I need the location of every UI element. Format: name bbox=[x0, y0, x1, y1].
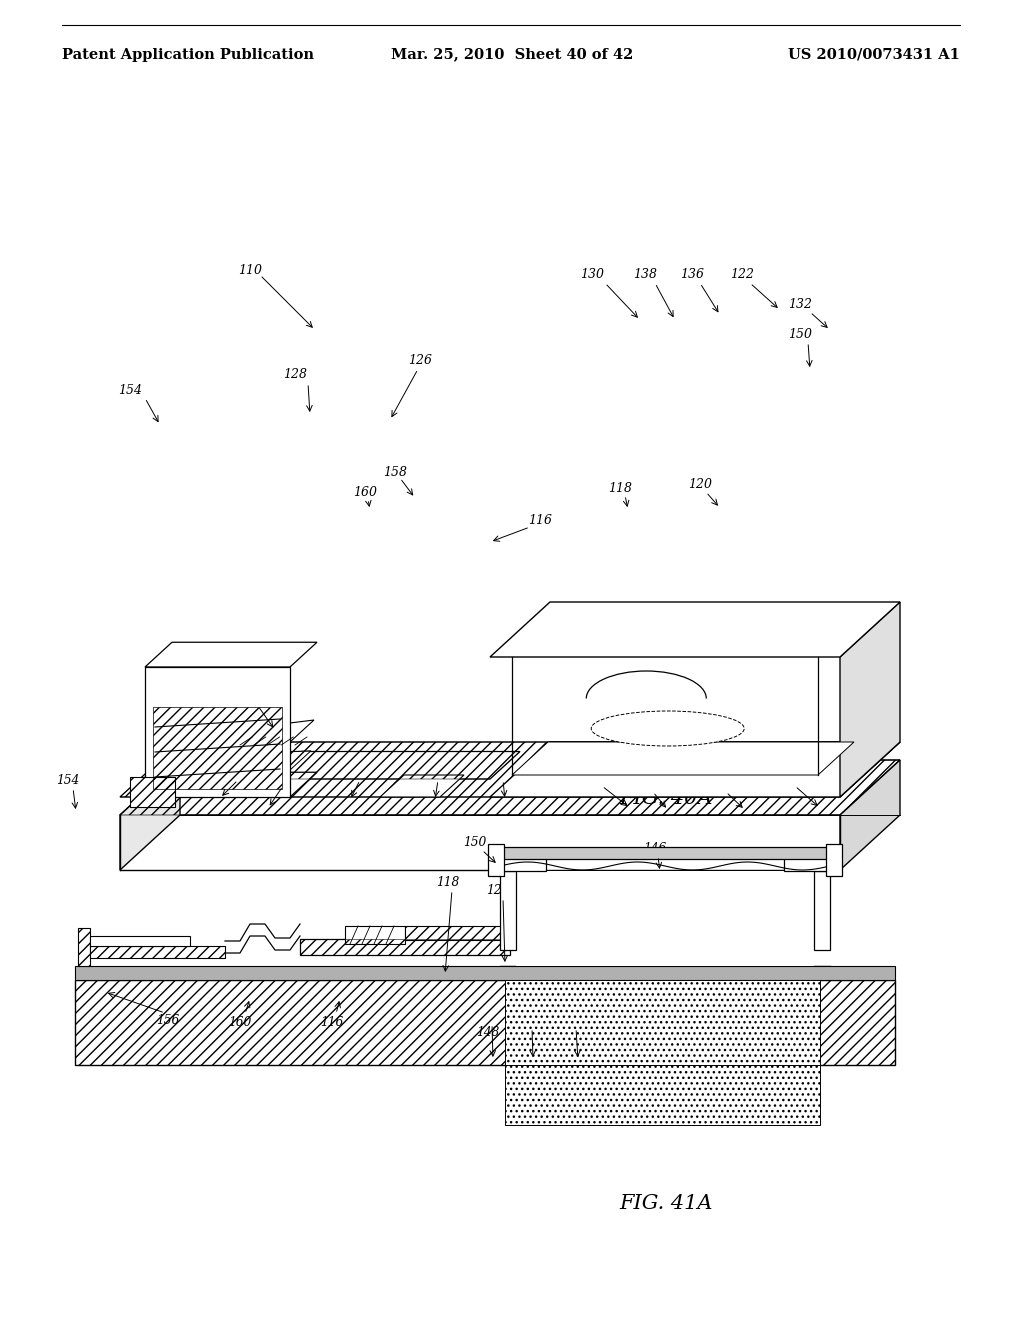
Text: 116: 116 bbox=[321, 1015, 344, 1028]
Text: 122: 122 bbox=[730, 268, 754, 281]
Text: 128: 128 bbox=[221, 766, 245, 779]
Text: 150: 150 bbox=[788, 329, 812, 342]
Text: 130: 130 bbox=[709, 777, 731, 791]
Bar bbox=[90, 936, 190, 946]
Text: 148: 148 bbox=[476, 1026, 500, 1039]
Bar bbox=[300, 939, 510, 954]
Text: 128: 128 bbox=[283, 368, 307, 381]
Text: 140: 140 bbox=[516, 1030, 540, 1043]
Text: 136: 136 bbox=[636, 777, 659, 791]
Polygon shape bbox=[145, 643, 317, 667]
Text: 122: 122 bbox=[488, 766, 512, 779]
Text: 116: 116 bbox=[528, 513, 552, 527]
Polygon shape bbox=[120, 760, 900, 814]
Text: Patent Application Publication: Patent Application Publication bbox=[62, 48, 314, 62]
Text: 138: 138 bbox=[584, 771, 606, 784]
Text: 118: 118 bbox=[608, 482, 632, 495]
Polygon shape bbox=[120, 760, 180, 870]
Polygon shape bbox=[490, 742, 900, 797]
Bar bbox=[90, 946, 225, 958]
Polygon shape bbox=[840, 602, 900, 797]
Polygon shape bbox=[145, 772, 317, 797]
Text: 142: 142 bbox=[560, 1030, 584, 1043]
Bar bbox=[500, 855, 546, 871]
Text: 154: 154 bbox=[56, 774, 80, 787]
Text: Mar. 25, 2010  Sheet 40 of 42: Mar. 25, 2010 Sheet 40 of 42 bbox=[391, 48, 633, 62]
Bar bbox=[406, 927, 505, 940]
Bar bbox=[516, 871, 814, 966]
Polygon shape bbox=[512, 742, 854, 775]
Bar bbox=[505, 979, 820, 1065]
Text: 158: 158 bbox=[266, 771, 290, 784]
Bar bbox=[75, 966, 895, 979]
Text: 120: 120 bbox=[688, 479, 712, 491]
Polygon shape bbox=[250, 719, 314, 747]
Bar bbox=[300, 939, 510, 954]
Text: 156: 156 bbox=[157, 1014, 179, 1027]
Text: 126: 126 bbox=[408, 354, 432, 367]
Text: 130: 130 bbox=[580, 268, 604, 281]
Text: FIG. 40A: FIG. 40A bbox=[618, 789, 713, 808]
Text: 110: 110 bbox=[238, 264, 262, 276]
Text: 120: 120 bbox=[486, 883, 510, 896]
Text: 138: 138 bbox=[633, 268, 657, 281]
Bar bbox=[495, 847, 835, 859]
Polygon shape bbox=[130, 777, 175, 807]
Polygon shape bbox=[488, 843, 504, 876]
Polygon shape bbox=[230, 751, 311, 774]
Text: 136: 136 bbox=[680, 268, 705, 281]
Text: 118: 118 bbox=[436, 875, 460, 888]
Bar bbox=[505, 1065, 820, 1125]
Bar bbox=[78, 928, 90, 966]
Text: 110: 110 bbox=[237, 693, 260, 706]
Polygon shape bbox=[490, 602, 900, 657]
Bar bbox=[75, 979, 895, 1065]
Text: 160: 160 bbox=[228, 1015, 252, 1028]
Text: 132: 132 bbox=[778, 771, 802, 784]
Polygon shape bbox=[500, 871, 516, 950]
Text: 154: 154 bbox=[118, 384, 142, 396]
Text: FIG. 41A: FIG. 41A bbox=[618, 1195, 713, 1213]
Text: 126: 126 bbox=[346, 766, 370, 779]
Bar bbox=[90, 946, 225, 958]
Polygon shape bbox=[120, 742, 900, 797]
Text: 150: 150 bbox=[464, 836, 486, 849]
Bar bbox=[406, 927, 505, 940]
Text: 160: 160 bbox=[353, 486, 377, 499]
Text: US 2010/0073431 A1: US 2010/0073431 A1 bbox=[788, 48, 961, 62]
Polygon shape bbox=[380, 775, 464, 797]
Text: 152: 152 bbox=[423, 766, 446, 779]
Bar bbox=[784, 855, 830, 871]
Bar bbox=[345, 927, 406, 944]
Text: 146: 146 bbox=[643, 842, 667, 854]
Polygon shape bbox=[840, 760, 900, 870]
Text: 158: 158 bbox=[383, 466, 407, 479]
Ellipse shape bbox=[591, 711, 744, 746]
Polygon shape bbox=[250, 751, 520, 779]
Polygon shape bbox=[814, 871, 830, 950]
Text: 132: 132 bbox=[788, 298, 812, 312]
Polygon shape bbox=[826, 843, 842, 876]
Polygon shape bbox=[145, 667, 290, 797]
